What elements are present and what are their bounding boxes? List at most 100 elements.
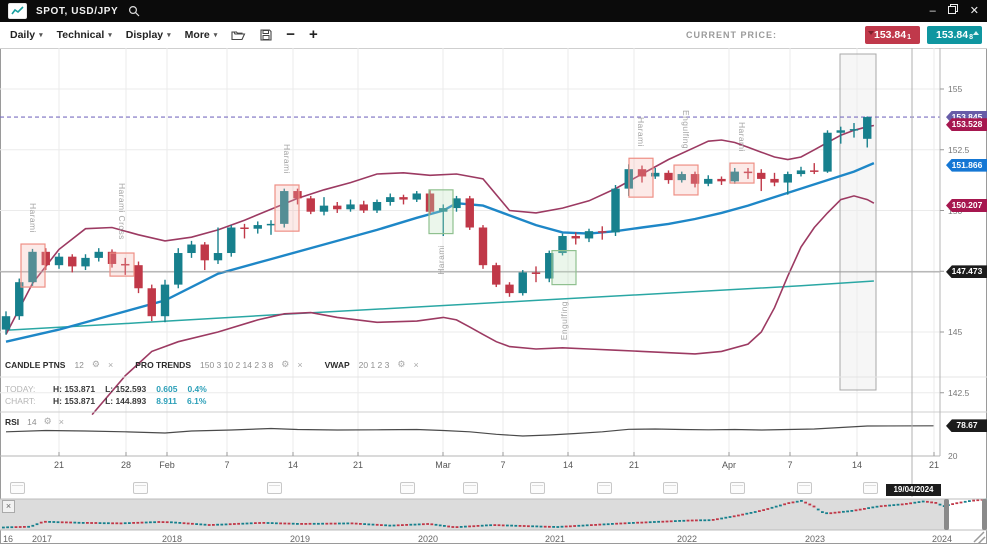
pattern-box bbox=[109, 252, 135, 277]
price-axis-badge: 151.866 bbox=[946, 158, 987, 172]
resize-grip[interactable] bbox=[973, 531, 986, 544]
gear-icon[interactable]: ⚙ bbox=[397, 359, 406, 369]
calendar-event-icon[interactable] bbox=[10, 482, 25, 494]
x-axis-tick-label: Feb bbox=[159, 460, 175, 470]
pattern-box bbox=[673, 164, 699, 196]
price-axis-badge: 147.473 bbox=[946, 265, 987, 279]
save-icon[interactable] bbox=[260, 29, 272, 41]
calendar-event-icon[interactable] bbox=[400, 482, 415, 494]
calendar-event-icon[interactable] bbox=[863, 482, 878, 494]
ask-price-badge: 153.84 8 bbox=[927, 26, 982, 44]
chart-stats-row: CHART: H: 153.871 L: 144.893 8.911 6.1% bbox=[5, 396, 207, 406]
current-price-label: CURRENT PRICE: bbox=[685, 30, 777, 40]
calendar-event-icon[interactable] bbox=[530, 482, 545, 494]
minimize-button[interactable]: – bbox=[929, 5, 936, 17]
crosshair-date-tooltip: 19/04/2024 bbox=[886, 484, 941, 496]
calendar-event-icon[interactable] bbox=[797, 482, 812, 494]
pro-trends-legend: PRO TRENDS bbox=[135, 359, 191, 370]
caret-down-icon: ▾ bbox=[108, 32, 112, 39]
x-axis-tick-label: 28 bbox=[120, 460, 132, 470]
close-icon[interactable]: × bbox=[108, 359, 114, 370]
pattern-box bbox=[729, 162, 755, 184]
navigator-year-label: 2021 bbox=[544, 534, 566, 544]
caret-down-icon: ▾ bbox=[213, 32, 218, 39]
x-axis-tick-label: 14 bbox=[562, 460, 574, 470]
calendar-event-icon[interactable] bbox=[597, 482, 612, 494]
close-icon[interactable]: × bbox=[297, 359, 303, 370]
pro-trend-lower-line bbox=[91, 195, 875, 416]
chart-low: L: 144.893 bbox=[105, 396, 147, 406]
gear-icon[interactable]: ⚙ bbox=[91, 359, 100, 369]
chart-area: 155152.5150147.5145142.5202128Feb71421Ma… bbox=[0, 48, 987, 544]
x-axis-tick-label: 21 bbox=[53, 460, 65, 470]
moving-average-line bbox=[5, 161, 875, 343]
price-axis-badge: 153.528 bbox=[946, 118, 987, 132]
calendar-event-icon[interactable] bbox=[463, 482, 478, 494]
chart-canvas[interactable] bbox=[0, 48, 987, 544]
x-axis-tick-label: 14 bbox=[851, 460, 863, 470]
pattern-label: Harami bbox=[737, 122, 747, 153]
menu-display[interactable]: Display ▾ bbox=[125, 29, 171, 41]
vwap-legend: VWAP bbox=[324, 359, 350, 370]
pattern-label: Harami Cross bbox=[117, 183, 127, 241]
calendar-event-icon[interactable] bbox=[730, 482, 745, 494]
y-axis-tick-label: 142.5 bbox=[948, 387, 970, 398]
pattern-box bbox=[428, 189, 454, 235]
navigator-year-label: 2023 bbox=[804, 534, 826, 544]
y-axis-tick-label: 145 bbox=[948, 327, 963, 337]
y-axis-tick-label: 155 bbox=[948, 84, 963, 94]
close-icon[interactable]: × bbox=[58, 416, 64, 427]
pattern-label: Harami bbox=[28, 203, 38, 234]
vwap-line bbox=[5, 280, 874, 332]
navigator-year-label: 2018 bbox=[161, 534, 183, 544]
pattern-label: Harami bbox=[636, 117, 646, 148]
pattern-label: Engulfing bbox=[681, 109, 691, 149]
navigator-year-label: 2020 bbox=[417, 534, 439, 544]
title-bar: SPOT, USD/JPY – ✕ bbox=[0, 0, 987, 22]
gear-icon[interactable]: ⚙ bbox=[43, 416, 52, 426]
calendar-event-icon[interactable] bbox=[663, 482, 678, 494]
menu-more[interactable]: More ▾ bbox=[184, 29, 218, 41]
window-title: SPOT, USD/JPY bbox=[36, 5, 119, 17]
today-change-pct: 0.4% bbox=[187, 384, 207, 394]
close-button[interactable]: ✕ bbox=[969, 5, 979, 17]
x-axis-tick-label: Apr bbox=[721, 460, 737, 470]
pattern-box bbox=[274, 184, 300, 232]
x-axis-tick-label: 21 bbox=[628, 460, 640, 470]
x-axis-tick-label: 14 bbox=[287, 460, 299, 470]
today-change: 0.605 bbox=[156, 384, 178, 394]
zoom-in-button[interactable]: + bbox=[309, 26, 318, 43]
chart-high: H: 153.871 bbox=[53, 396, 96, 406]
rsi-value-badge: 78.67 bbox=[946, 419, 987, 433]
open-folder-icon[interactable] bbox=[231, 29, 246, 41]
navigator-left-handle[interactable] bbox=[944, 499, 949, 530]
latest-period-highlight bbox=[839, 53, 877, 391]
navigator-right-handle[interactable] bbox=[982, 499, 987, 530]
pattern-label: Harami bbox=[436, 244, 446, 275]
pattern-box bbox=[628, 157, 654, 198]
restore-button[interactable] bbox=[947, 0, 958, 22]
today-high: H: 153.871 bbox=[53, 384, 96, 394]
gear-icon[interactable]: ⚙ bbox=[281, 359, 290, 369]
zoom-out-button[interactable]: − bbox=[286, 26, 296, 43]
arrow-up-icon bbox=[973, 31, 979, 35]
menu-technical[interactable]: Technical ▾ bbox=[56, 29, 112, 41]
menu-daily[interactable]: Daily ▾ bbox=[10, 29, 43, 41]
search-icon[interactable] bbox=[128, 5, 140, 17]
pro-trend-upper-line bbox=[5, 124, 875, 335]
calendar-event-icon[interactable] bbox=[133, 482, 148, 494]
navigator-year-label: 2022 bbox=[676, 534, 698, 544]
navigator-close-button[interactable]: × bbox=[2, 500, 15, 513]
price-axis-badge: 150.207 bbox=[946, 198, 987, 212]
pattern-box bbox=[20, 243, 46, 288]
navigator-year-label: 16 bbox=[2, 534, 14, 544]
navigator-year-label: 2017 bbox=[31, 534, 53, 544]
caret-down-icon: ▾ bbox=[39, 32, 43, 39]
rsi-line bbox=[5, 425, 934, 437]
calendar-event-icon[interactable] bbox=[267, 482, 282, 494]
x-axis-tick-label: 7 bbox=[224, 460, 230, 470]
x-axis-tick-label: 7 bbox=[500, 460, 506, 470]
window-controls: – ✕ bbox=[930, 0, 979, 22]
close-icon[interactable]: × bbox=[413, 359, 419, 370]
chart-change: 8.911 bbox=[156, 396, 177, 406]
